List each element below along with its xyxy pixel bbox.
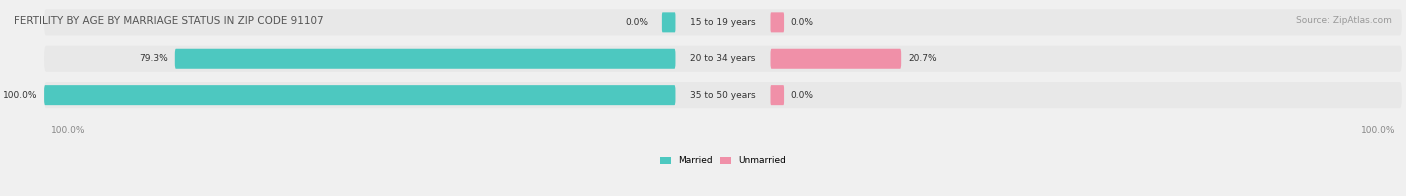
- Text: FERTILITY BY AGE BY MARRIAGE STATUS IN ZIP CODE 91107: FERTILITY BY AGE BY MARRIAGE STATUS IN Z…: [14, 16, 323, 26]
- FancyBboxPatch shape: [662, 12, 675, 32]
- Text: 15 to 19 years: 15 to 19 years: [690, 18, 756, 27]
- Text: 0.0%: 0.0%: [626, 18, 648, 27]
- Text: 0.0%: 0.0%: [790, 91, 814, 100]
- FancyBboxPatch shape: [770, 12, 785, 32]
- FancyBboxPatch shape: [174, 49, 675, 69]
- Legend: Married, Unmarried: Married, Unmarried: [657, 153, 790, 169]
- Text: 35 to 50 years: 35 to 50 years: [690, 91, 756, 100]
- FancyBboxPatch shape: [770, 85, 785, 105]
- Text: 0.0%: 0.0%: [790, 18, 814, 27]
- FancyBboxPatch shape: [44, 82, 1402, 108]
- Text: 20 to 34 years: 20 to 34 years: [690, 54, 755, 63]
- Text: 100.0%: 100.0%: [51, 126, 86, 135]
- Text: 100.0%: 100.0%: [1361, 126, 1395, 135]
- Text: Source: ZipAtlas.com: Source: ZipAtlas.com: [1296, 16, 1392, 25]
- FancyBboxPatch shape: [770, 49, 901, 69]
- Text: 100.0%: 100.0%: [3, 91, 38, 100]
- FancyBboxPatch shape: [44, 9, 1402, 35]
- Text: 20.7%: 20.7%: [908, 54, 936, 63]
- Text: 79.3%: 79.3%: [139, 54, 167, 63]
- FancyBboxPatch shape: [44, 85, 675, 105]
- FancyBboxPatch shape: [44, 46, 1402, 72]
